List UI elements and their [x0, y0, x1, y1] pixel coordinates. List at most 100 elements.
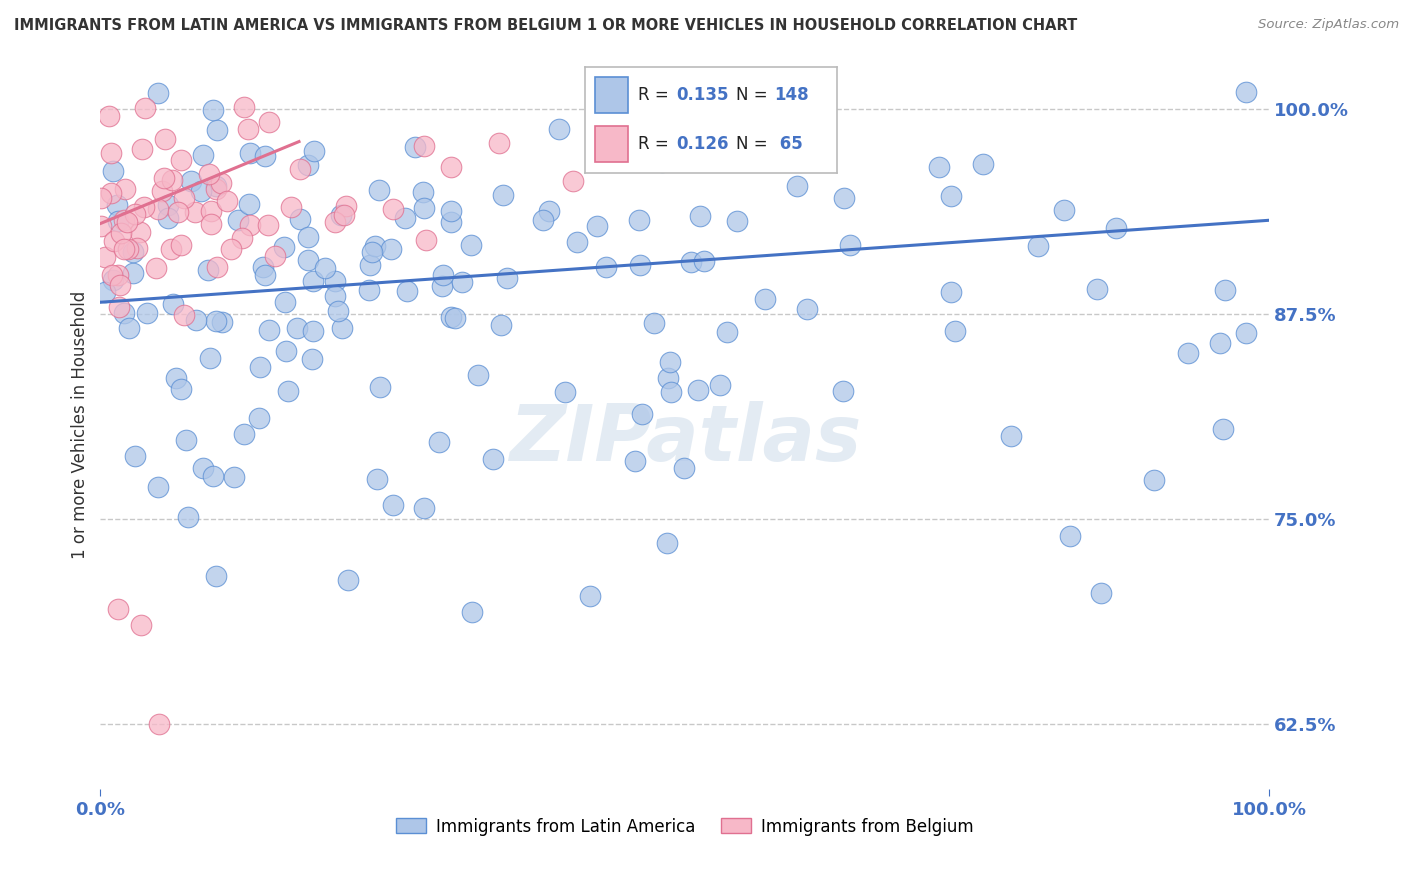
Point: [357, 283, 380, 297]
Point: [263, 249, 285, 263]
Point: [786, 179, 808, 194]
Point: [201, 103, 224, 117]
Point: [101, 272, 124, 286]
Point: [688, 384, 710, 398]
Point: [440, 215, 463, 229]
Point: [233, 100, 256, 114]
Point: [335, 199, 357, 213]
Point: [381, 202, 404, 216]
Point: [274, 294, 297, 309]
Point: [972, 156, 994, 170]
Point: [628, 258, 651, 272]
Point: [832, 191, 855, 205]
Point: [323, 289, 346, 303]
Point: [173, 191, 195, 205]
Point: [297, 158, 319, 172]
Point: [359, 258, 381, 272]
Point: [361, 245, 384, 260]
Point: [432, 279, 454, 293]
Point: [427, 434, 450, 449]
Point: [939, 285, 962, 299]
Point: [254, 268, 277, 283]
Point: [110, 226, 132, 240]
Point: [1059, 529, 1081, 543]
Point: [146, 202, 169, 216]
Point: [689, 209, 711, 223]
Point: [432, 268, 454, 283]
Point: [1085, 282, 1108, 296]
Point: [672, 461, 695, 475]
Point: [114, 182, 136, 196]
Point: [169, 153, 191, 167]
Point: [90, 191, 112, 205]
Point: [1177, 346, 1199, 360]
Point: [688, 131, 710, 145]
Point: [252, 260, 274, 275]
Point: [112, 305, 135, 319]
Point: [440, 310, 463, 324]
Point: [209, 176, 232, 190]
Point: [136, 306, 159, 320]
Point: [366, 472, 388, 486]
Point: [183, 205, 205, 219]
Point: [101, 164, 124, 178]
Point: [191, 148, 214, 162]
Point: [125, 241, 148, 255]
Point: [1105, 221, 1128, 235]
Point: [565, 235, 588, 249]
Point: [170, 238, 193, 252]
Point: [643, 316, 665, 330]
Point: [1213, 283, 1236, 297]
Point: [709, 378, 731, 392]
Point: [224, 469, 246, 483]
Point: [170, 382, 193, 396]
Point: [302, 274, 325, 288]
Point: [627, 213, 650, 227]
Point: [129, 618, 152, 632]
Point: [467, 368, 489, 382]
Point: [200, 217, 222, 231]
Point: [107, 268, 129, 282]
Point: [184, 313, 207, 327]
Point: [939, 189, 962, 203]
Point: [128, 226, 150, 240]
Point: [124, 207, 146, 221]
Point: [280, 200, 302, 214]
Point: [254, 149, 277, 163]
Point: [118, 320, 141, 334]
Point: [205, 260, 228, 274]
Point: [766, 86, 789, 100]
Point: [115, 215, 138, 229]
Point: [1053, 202, 1076, 217]
Point: [257, 218, 280, 232]
Point: [131, 143, 153, 157]
Point: [297, 252, 319, 267]
Point: [380, 242, 402, 256]
Point: [167, 205, 190, 219]
Point: [725, 214, 748, 228]
Point: [174, 434, 197, 448]
Point: [205, 181, 228, 195]
Point: [796, 301, 818, 316]
Point: [461, 605, 484, 619]
Point: [219, 243, 242, 257]
Point: [329, 208, 352, 222]
Point: [460, 238, 482, 252]
Point: [412, 185, 434, 199]
Point: [554, 384, 576, 399]
Point: [301, 351, 323, 366]
Point: [492, 188, 515, 202]
Point: [368, 380, 391, 394]
Point: [94, 285, 117, 299]
Point: [276, 343, 298, 358]
Point: [323, 215, 346, 229]
Point: [1026, 238, 1049, 252]
Point: [302, 324, 325, 338]
Point: [1090, 586, 1112, 600]
Point: [450, 275, 472, 289]
Point: [537, 203, 560, 218]
Point: [624, 453, 647, 467]
Point: [160, 242, 183, 256]
Point: [496, 271, 519, 285]
Point: [337, 573, 360, 587]
